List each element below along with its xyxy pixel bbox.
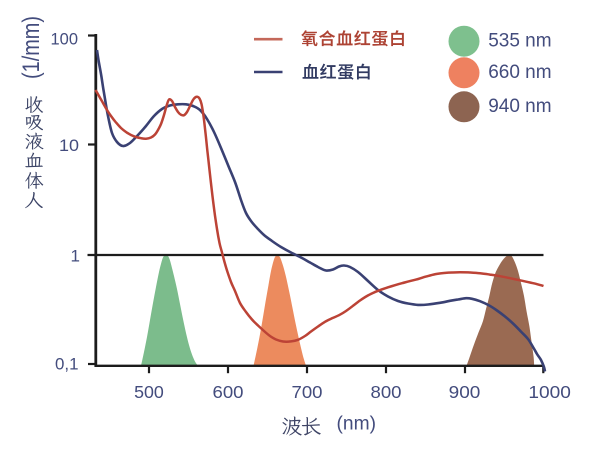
svg-text:600: 600 <box>213 382 244 402</box>
svg-text:660 nm: 660 nm <box>488 62 551 83</box>
svg-text:100: 100 <box>51 30 79 49</box>
svg-text:10: 10 <box>59 136 79 155</box>
svg-text:535 nm: 535 nm <box>488 31 551 52</box>
svg-text:700: 700 <box>292 382 323 402</box>
svg-text:500: 500 <box>134 382 164 402</box>
svg-text:(nm): (nm) <box>337 413 377 434</box>
svg-text:0,1: 0,1 <box>55 354 79 373</box>
svg-text:900: 900 <box>449 382 481 402</box>
svg-text:940 nm: 940 nm <box>488 96 551 117</box>
svg-text:800: 800 <box>371 382 402 402</box>
svg-text:1: 1 <box>71 247 80 266</box>
svg-text:(1/mm): (1/mm) <box>18 16 45 79</box>
svg-text:1000: 1000 <box>528 382 571 402</box>
